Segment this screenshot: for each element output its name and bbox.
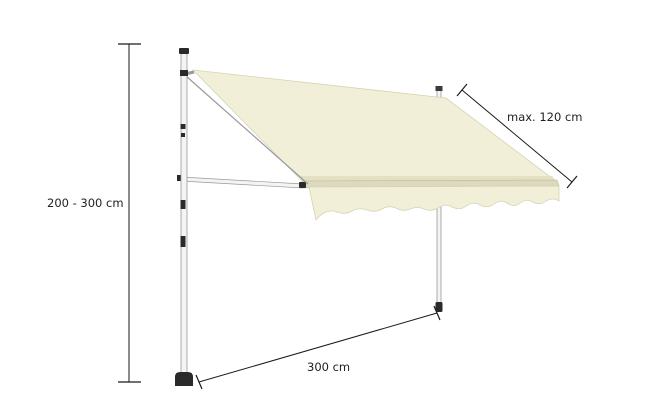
width-dimension — [195, 305, 441, 390]
projection-dimension — [456, 83, 578, 189]
width-dimension-line — [198, 312, 438, 383]
width-dimension-right-tick — [433, 305, 441, 321]
front-pole — [175, 48, 193, 386]
projection-dimension-line — [461, 89, 573, 183]
canopy-valance — [308, 185, 560, 222]
width-dimension-left-tick — [195, 374, 203, 390]
awning-canopy — [191, 69, 560, 222]
height-dimension — [118, 43, 141, 383]
support-arm — [177, 175, 306, 189]
width-label: 300 cm — [307, 360, 350, 374]
projection-label: max. 120 cm — [507, 110, 583, 124]
pole-foot — [175, 372, 193, 386]
canopy-top — [191, 69, 559, 184]
projection-dimension-top-tick — [456, 83, 468, 97]
height-label: 200 - 300 cm — [47, 196, 124, 210]
projection-dimension-bottom-tick — [566, 175, 578, 189]
